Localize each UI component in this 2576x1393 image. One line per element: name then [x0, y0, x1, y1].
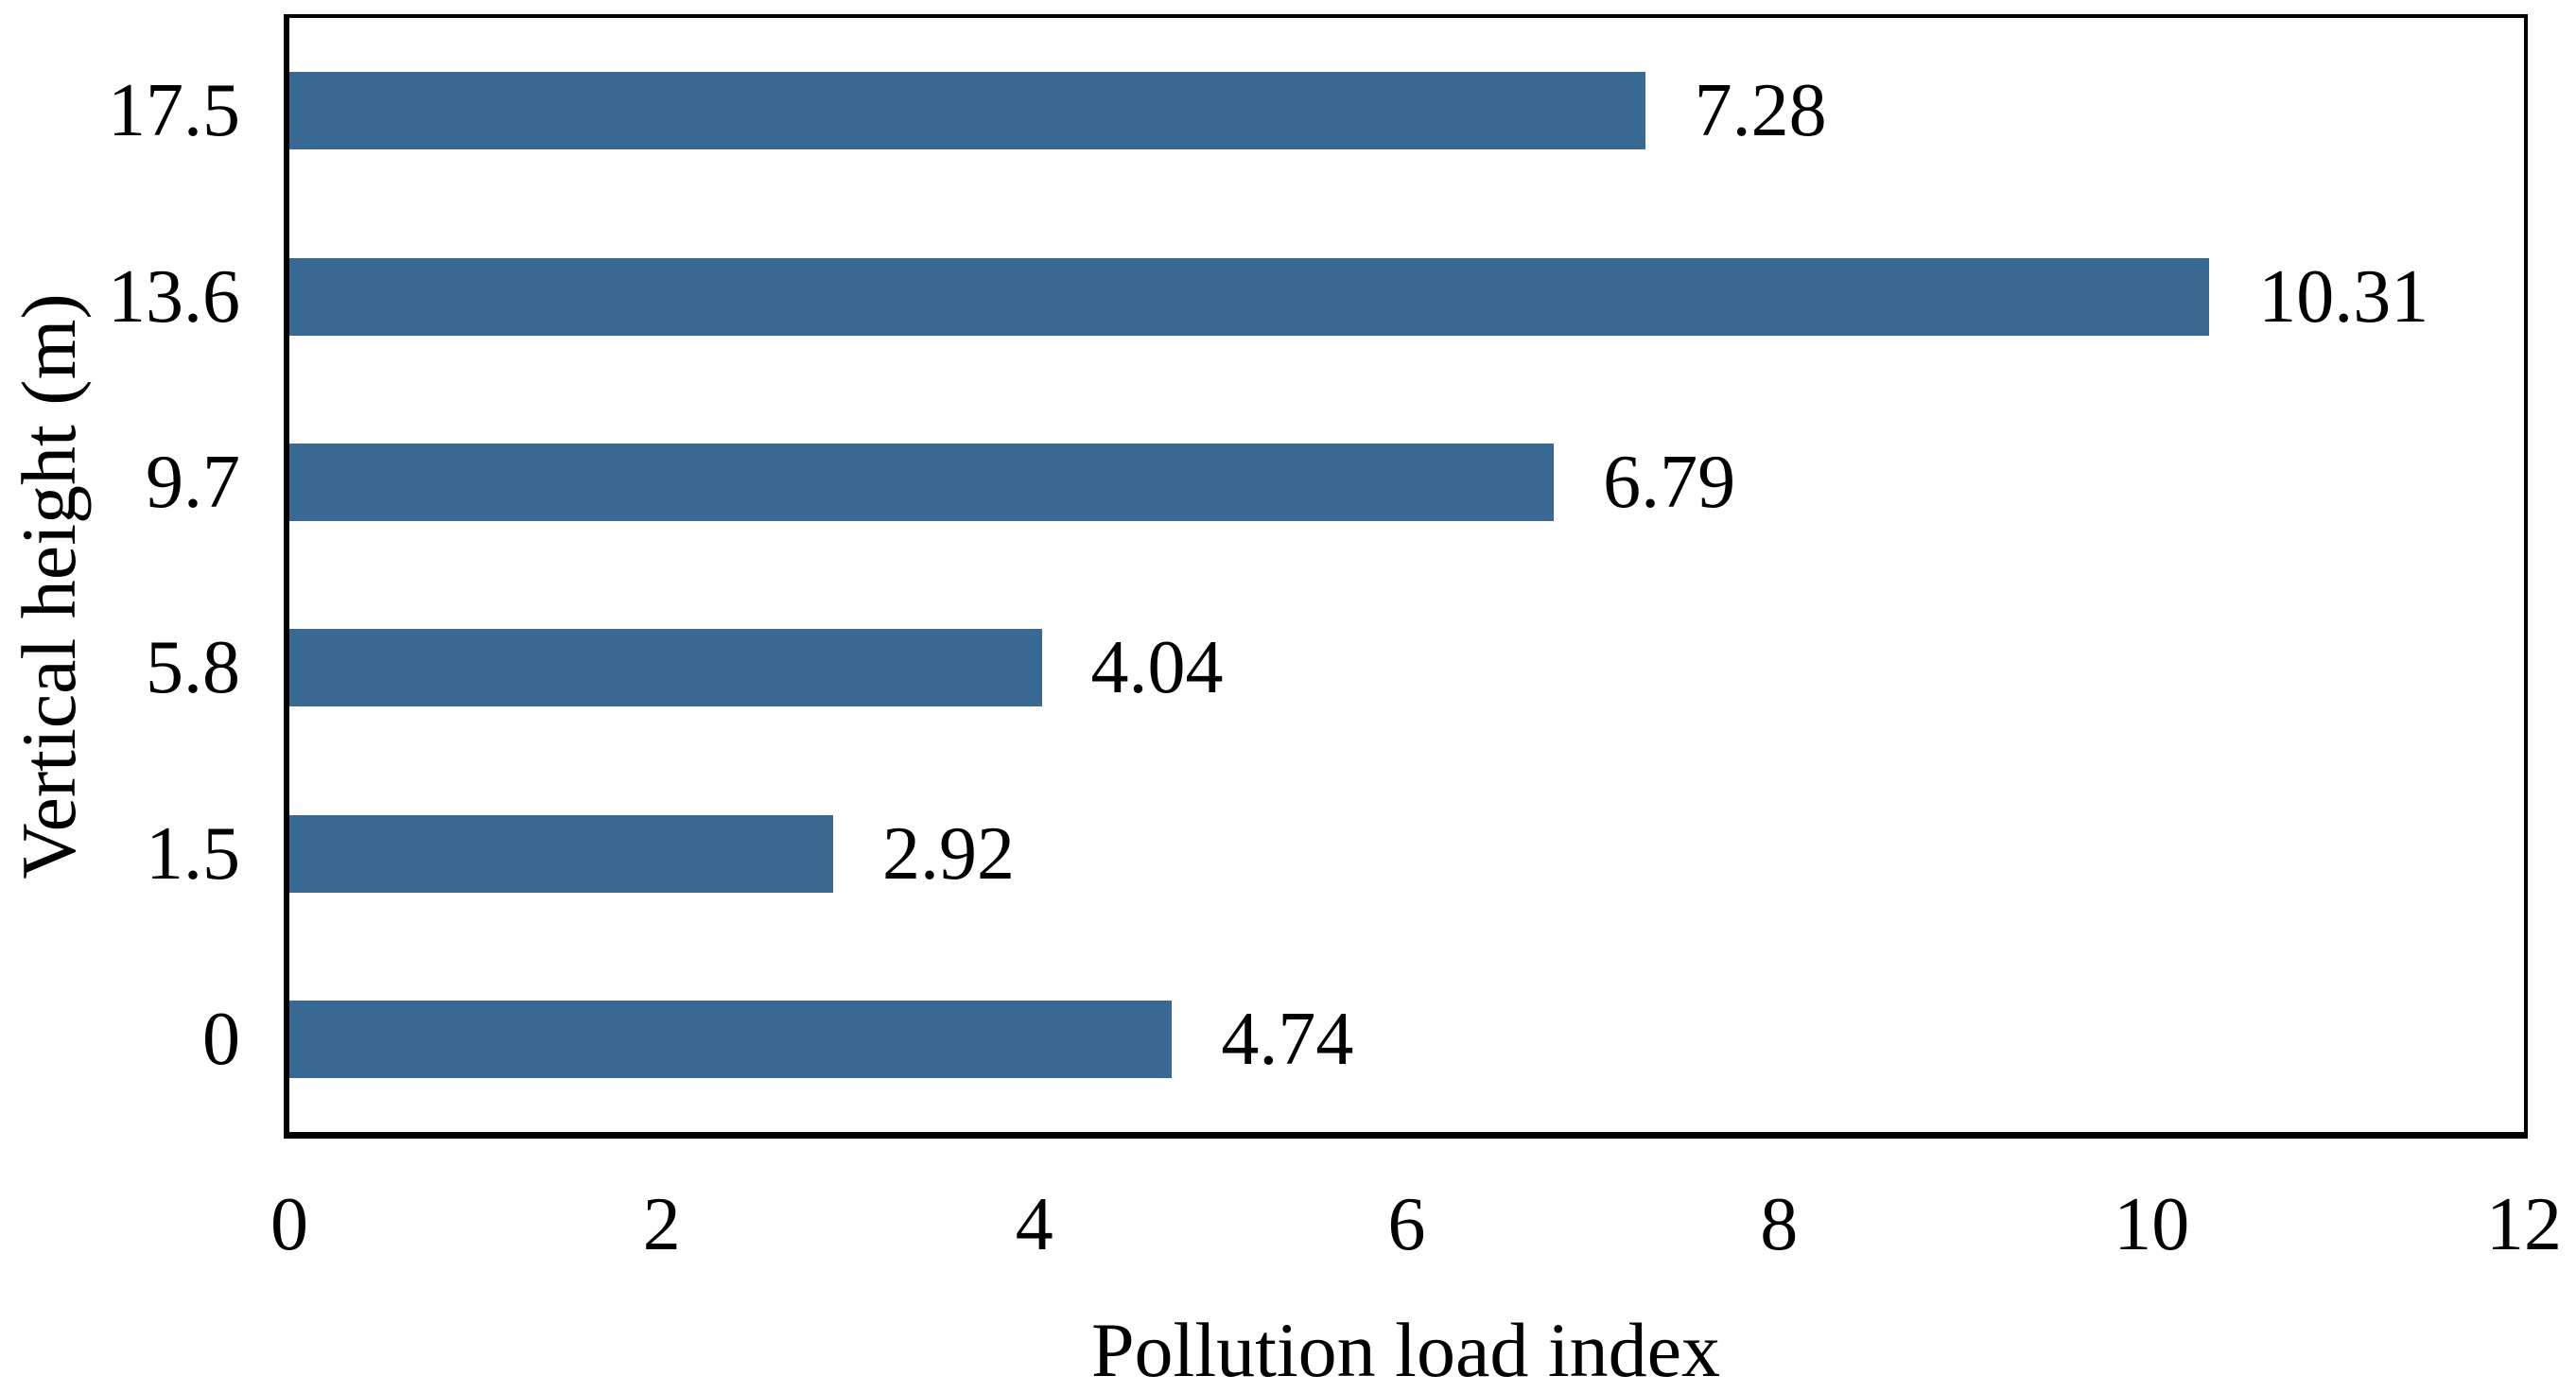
- x-tick-label: 8: [1760, 1183, 1799, 1266]
- bar-value-label: 4.04: [1090, 626, 1224, 710]
- x-tick-label: 4: [1015, 1183, 1053, 1266]
- bar-value-label: 7.28: [1694, 69, 1827, 153]
- y-category-label: 13.6: [108, 254, 240, 339]
- x-tick-label: 0: [270, 1183, 308, 1266]
- bar: [289, 72, 1645, 150]
- y-category-label: 5.8: [146, 626, 240, 710]
- y-category-label: 9.7: [146, 440, 240, 524]
- bar: [289, 1000, 1173, 1078]
- bar-value-label: 10.31: [2258, 254, 2429, 339]
- plot-area: 7.28 10.31 6.79 4.04 2.92 4.74: [284, 14, 2528, 1139]
- y-category-label: 1.5: [146, 811, 240, 896]
- bar-value-label: 2.92: [882, 811, 1015, 896]
- bar: [289, 629, 1042, 707]
- x-tick-label: 12: [2486, 1183, 2562, 1266]
- bars-layer: 7.28 10.31 6.79 4.04 2.92 4.74: [289, 18, 2524, 1132]
- bar-value-label: 6.79: [1603, 440, 1736, 524]
- y-axis-title-text: Vertical height (m): [6, 293, 92, 879]
- bar: [289, 443, 1555, 521]
- x-axis-title-text: Pollution load index: [1090, 1307, 1721, 1393]
- x-tick-label: 2: [642, 1183, 681, 1266]
- bar: [289, 814, 833, 893]
- x-axis-title: Pollution load index: [284, 1305, 2528, 1393]
- y-category-label: 0: [202, 997, 240, 1081]
- bar: [289, 257, 2210, 336]
- y-axis-title: Vertical height (m): [4, 293, 95, 879]
- x-tick-label: 10: [2114, 1183, 2190, 1266]
- y-category-label: 17.5: [108, 69, 240, 153]
- x-tick-label: 6: [1387, 1183, 1426, 1266]
- bar-value-label: 4.74: [1221, 997, 1354, 1081]
